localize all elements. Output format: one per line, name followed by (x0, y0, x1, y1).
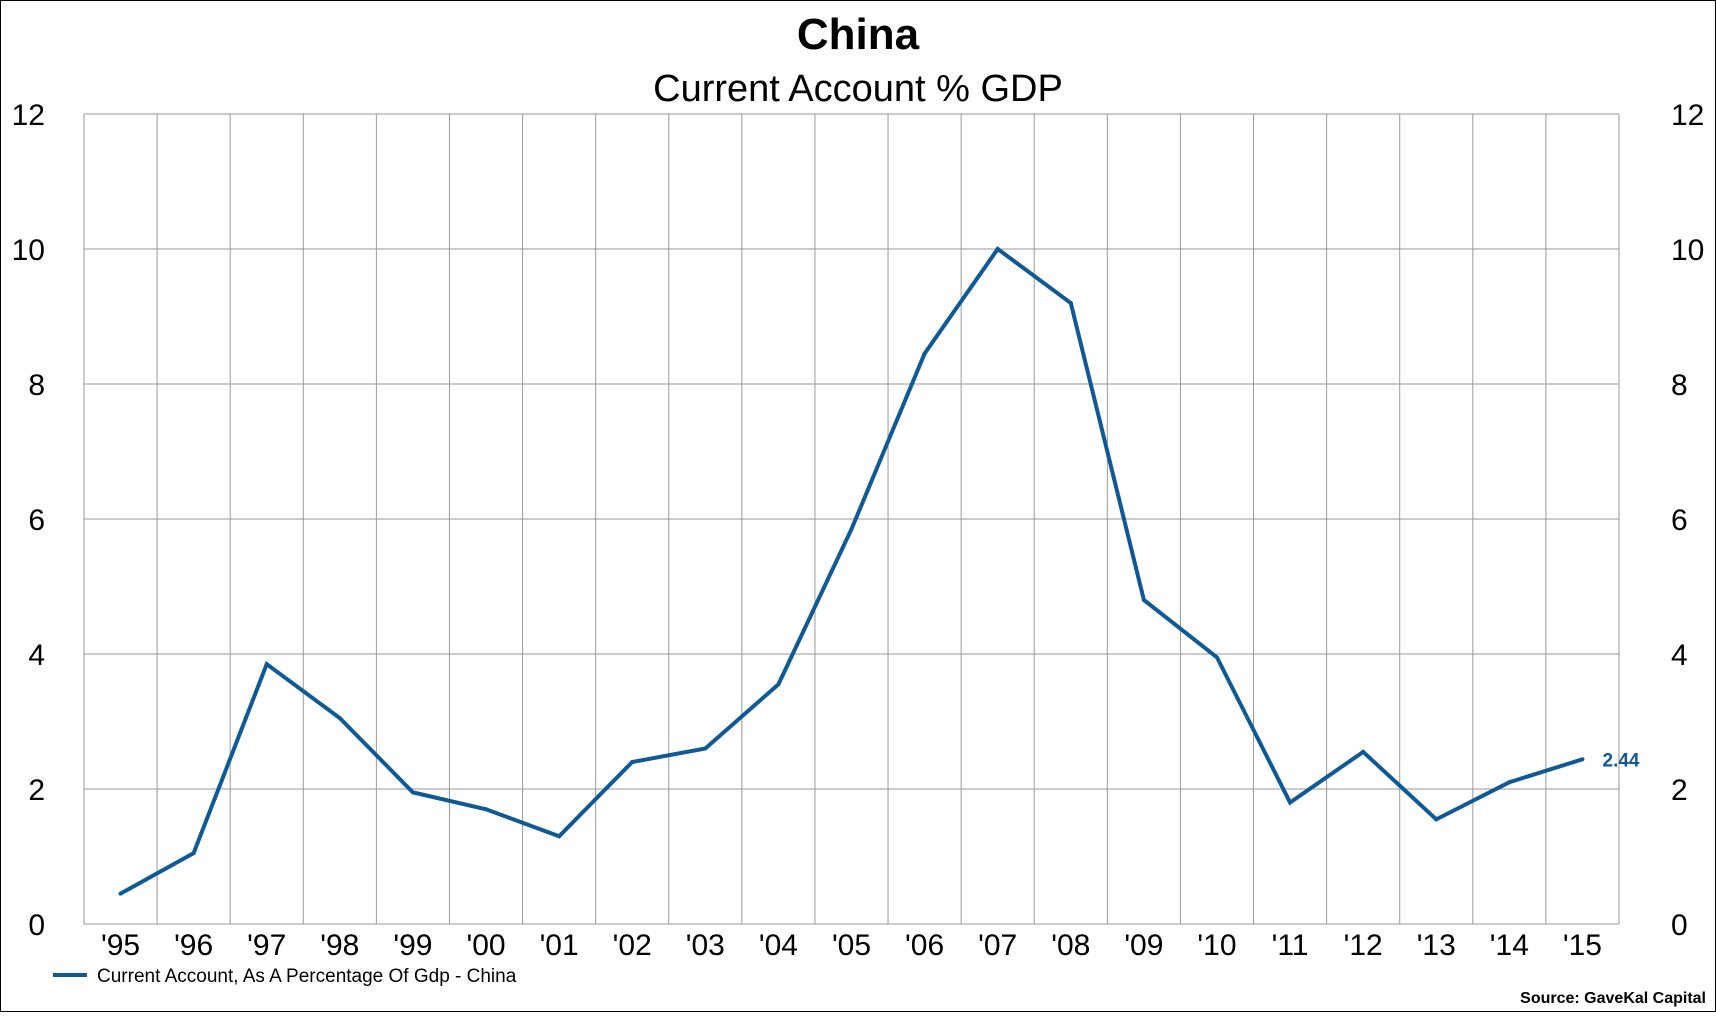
x-tick-label: '96 (174, 929, 213, 962)
x-tick-label: '97 (247, 929, 286, 962)
y-tick-label-left: 0 (28, 909, 45, 942)
data-point (557, 834, 562, 839)
x-tick-label: '13 (1417, 929, 1456, 962)
data-point (1361, 749, 1366, 754)
x-tick-label: '04 (759, 929, 798, 962)
x-tick-label: '95 (101, 929, 140, 962)
data-point (118, 891, 123, 896)
data-point (995, 247, 1000, 251)
chart-title: China (797, 10, 920, 59)
data-point (264, 662, 269, 667)
y-tick-label-left: 4 (28, 639, 45, 672)
y-tick-label-right: 8 (1671, 369, 1688, 402)
data-point (484, 807, 489, 812)
y-axis-right: 0 2 4 6 8 10 12 (1671, 99, 1704, 942)
data-point (1141, 598, 1146, 602)
data-point (922, 351, 927, 356)
data-point (1068, 301, 1073, 305)
data-point (630, 760, 635, 764)
data-point (191, 851, 196, 856)
x-tick-label: '08 (1051, 929, 1090, 962)
x-tick-label: '98 (320, 929, 359, 962)
y-tick-label-left: 6 (28, 504, 45, 537)
x-tick-label: '14 (1490, 929, 1529, 962)
y-tick-label-right: 6 (1671, 504, 1688, 537)
data-point (776, 682, 781, 687)
data-point (703, 746, 708, 751)
x-tick-label: '06 (905, 929, 944, 962)
x-tick-label: '15 (1563, 929, 1602, 962)
legend: Current Account, As A Percentage Of Gdp … (53, 966, 517, 987)
source-note: Source: GaveKal Capital (1520, 990, 1706, 1007)
data-point (410, 790, 415, 795)
y-tick-label-left: 8 (28, 369, 45, 402)
series-line (119, 246, 1584, 896)
x-tick-label: '02 (613, 929, 652, 962)
data-point (337, 716, 342, 721)
y-tick-label-right: 0 (1671, 909, 1688, 942)
x-tick-label: '11 (1272, 929, 1309, 962)
x-tick-label: '07 (978, 929, 1017, 962)
y-tick-label-left: 12 (12, 99, 45, 132)
data-point (1288, 800, 1293, 805)
x-tick-label: '09 (1124, 929, 1163, 962)
y-tick-label-left: 10 (12, 234, 45, 267)
chart-subtitle: Current Account % GDP (653, 68, 1063, 110)
x-tick-label: '10 (1197, 929, 1236, 962)
y-tick-label-left: 2 (28, 774, 45, 807)
x-tick-label: '05 (832, 929, 871, 962)
x-tick-label: '12 (1344, 929, 1383, 962)
y-tick-label-right: 10 (1671, 234, 1704, 267)
y-axis-left: 0 2 4 6 8 10 12 (12, 99, 45, 942)
y-tick-label-right: 4 (1671, 639, 1688, 672)
data-point (1434, 817, 1439, 822)
x-axis: '95 '96 '97 '98 '99 '00 '01 '02 '03 '04 '05 '06 '07 '… (101, 929, 1602, 962)
last-value-label: 2.44 (1603, 750, 1640, 771)
gridlines (83, 113, 1620, 925)
data-point (1507, 780, 1512, 785)
data-point (1214, 655, 1219, 660)
x-tick-label: '03 (686, 929, 725, 962)
x-tick-label: '01 (540, 929, 579, 962)
y-tick-label-right: 2 (1671, 774, 1688, 807)
series-group (118, 246, 1585, 896)
data-point (849, 527, 854, 532)
y-tick-label-right: 12 (1671, 99, 1704, 132)
legend-label: Current Account, As A Percentage Of Gdp … (97, 966, 517, 987)
data-point (1580, 757, 1585, 762)
x-tick-label: '99 (393, 929, 432, 962)
x-tick-label: '00 (466, 929, 505, 962)
